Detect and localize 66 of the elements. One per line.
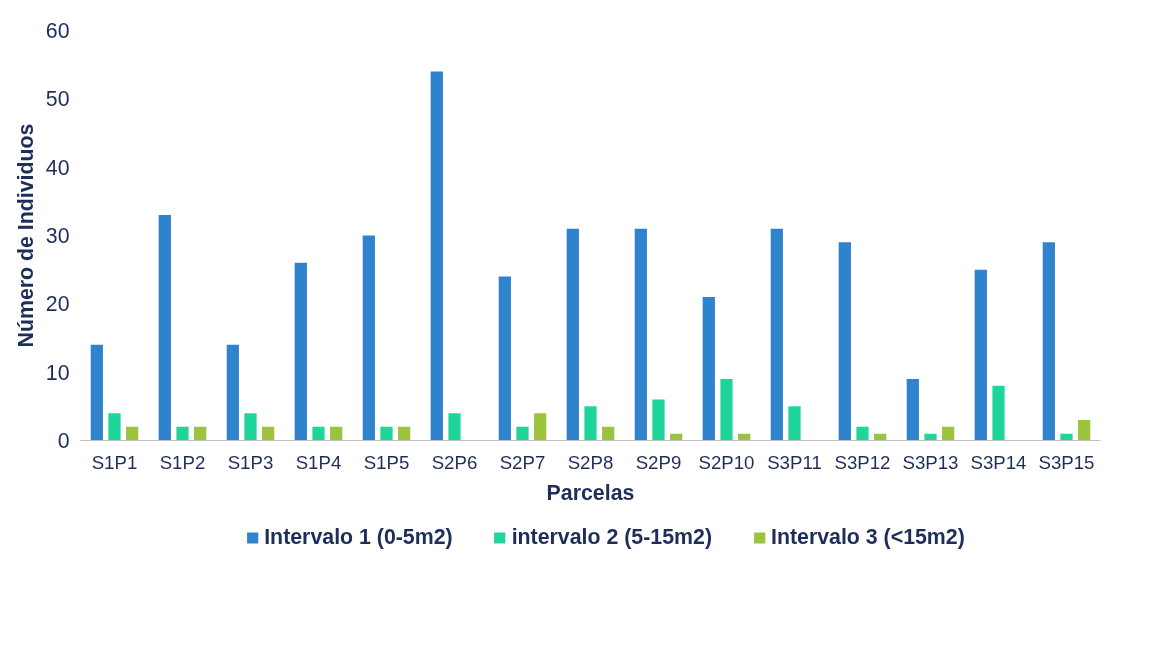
bar <box>1042 242 1055 441</box>
x-tick-label: S1P3 <box>227 451 274 473</box>
bar <box>194 426 207 441</box>
y-axis-title: Número de Individuos <box>13 123 38 348</box>
y-tick-label: 30 <box>45 224 70 248</box>
bar <box>176 426 189 441</box>
x-axis-title: Parcelas <box>546 480 635 505</box>
legend-label: Intervalo 3 (<15m2) <box>770 524 965 550</box>
y-tick-label: 50 <box>45 87 70 112</box>
bar <box>294 262 307 441</box>
bar <box>788 406 801 441</box>
bar <box>602 426 615 441</box>
bar <box>516 426 529 441</box>
bar <box>126 426 139 441</box>
bar <box>974 269 987 441</box>
x-tick-label: S2P10 <box>698 451 755 473</box>
bar <box>942 426 955 441</box>
bar <box>906 379 919 441</box>
x-tick-label: S3P13 <box>902 451 959 473</box>
bar <box>566 228 579 441</box>
bar <box>244 413 257 441</box>
bar <box>652 399 665 441</box>
bar <box>380 426 393 441</box>
x-tick-label: S1P1 <box>91 451 138 473</box>
bar <box>398 426 411 441</box>
legend-label: Intervalo 1 (0-5m2) <box>264 524 453 550</box>
x-tick-label: S3P15 <box>1038 451 1095 473</box>
bar <box>770 228 783 441</box>
y-tick-label: 20 <box>45 292 70 317</box>
bar <box>498 276 511 441</box>
x-tick-label: S1P5 <box>363 451 410 473</box>
bar <box>90 344 103 441</box>
y-tick-label: 60 <box>45 19 70 43</box>
x-tick-label: S1P4 <box>295 451 342 473</box>
bar <box>838 242 851 441</box>
bar <box>158 215 171 441</box>
bar <box>1078 420 1091 441</box>
bar <box>856 426 869 441</box>
bar <box>1060 433 1073 441</box>
bar <box>634 228 647 441</box>
x-tick-label: S2P7 <box>499 451 546 473</box>
bar <box>430 71 443 441</box>
x-tick-label: S3P14 <box>970 451 1027 473</box>
legend-label: intervalo 2 (5-15m2) <box>511 524 712 550</box>
bar <box>924 433 937 441</box>
bar <box>362 235 375 441</box>
bar <box>226 344 239 441</box>
bar <box>534 413 547 441</box>
y-tick-label: 0 <box>57 429 70 453</box>
x-tick-label: S2P6 <box>431 451 478 473</box>
x-tick-label: S3P11 <box>767 451 822 473</box>
y-tick-label: 10 <box>45 360 70 385</box>
x-tick-label: S2P8 <box>567 451 614 473</box>
bar <box>992 385 1005 441</box>
bar <box>702 297 715 441</box>
x-tick-label: S2P9 <box>635 451 682 473</box>
bar <box>584 406 597 441</box>
bar <box>262 426 275 441</box>
bar <box>330 426 343 441</box>
bar <box>108 413 121 441</box>
bar <box>312 426 325 441</box>
y-tick-label: 40 <box>45 155 70 180</box>
bar <box>448 413 461 441</box>
x-tick-label: S3P12 <box>834 451 891 473</box>
bar <box>720 379 733 441</box>
x-tick-label: S1P2 <box>159 451 206 473</box>
